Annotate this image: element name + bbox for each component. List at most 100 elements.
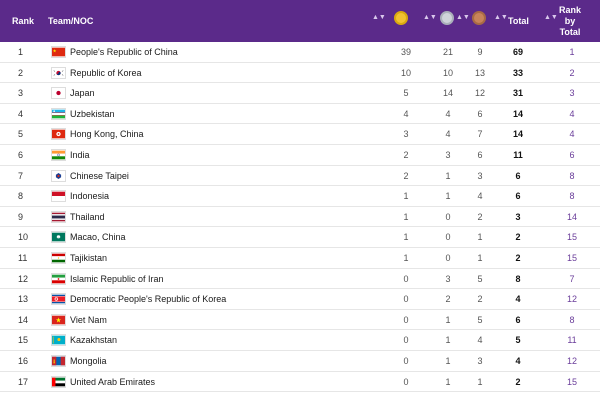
id-flag-icon	[51, 190, 66, 203]
rank-by-total-cell: 1	[569, 47, 575, 57]
table-row[interactable]: 3 Japan 5 14 12 31 3	[0, 83, 600, 104]
table-row[interactable]: 4 Uzbekistan 4 4 6 14 4	[0, 104, 600, 125]
team-name-link[interactable]: Japan	[70, 88, 95, 99]
mn-flag-icon	[51, 354, 66, 367]
team-name-link[interactable]: Kazakhstan	[70, 335, 118, 346]
gold-count: 5	[403, 88, 409, 99]
table-row[interactable]: 17 United Arab Emirates 0 1 1 2 15	[0, 372, 600, 393]
table-row[interactable]: 11 Tajikistan 1 0 1 2 15	[0, 248, 600, 269]
team-name-link[interactable]: Uzbekistan	[70, 108, 115, 119]
gold-count: 3	[403, 129, 409, 140]
silver-count: 10	[442, 67, 453, 78]
total-count: 3	[515, 211, 521, 222]
silver-medal-icon[interactable]	[440, 11, 454, 25]
silver-count: 1	[445, 314, 451, 325]
table-row[interactable]: 10 Macao, China 1 0 1 2 15	[0, 227, 600, 248]
sort-total-icon[interactable]: ▲▼	[494, 14, 508, 21]
kp-flag-icon	[51, 293, 66, 306]
tj-flag-icon	[51, 251, 66, 264]
rank-by-total-cell: 11	[567, 335, 577, 346]
rank-by-total-column-header[interactable]: Rank by Total	[552, 0, 588, 42]
team-name-link[interactable]: Democratic People's Republic of Korea	[70, 294, 227, 305]
bronze-count: 3	[477, 355, 483, 366]
bronze-count: 5	[477, 273, 483, 284]
total-count: 33	[512, 67, 523, 78]
silver-count: 4	[445, 129, 451, 140]
table-row[interactable]: 6 India 2 3 6 11 6	[0, 145, 600, 166]
bronze-count: 3	[477, 170, 483, 181]
rank-cell: 17	[18, 376, 29, 387]
total-count: 11	[513, 149, 523, 160]
table-row[interactable]: 12 Islamic Republic of Iran 0 3 5 8 7	[0, 269, 600, 290]
team-name-link[interactable]: Republic of Korea	[70, 67, 142, 78]
rank-cell: 1	[18, 47, 24, 57]
team-name-link[interactable]: Indonesia	[70, 191, 110, 202]
rank-by-total-cell: 8	[569, 191, 575, 202]
sort-rank-by-total-icon[interactable]: ▲▼	[544, 14, 558, 21]
total-count: 6	[515, 191, 521, 202]
tpe-flag-icon	[51, 169, 66, 182]
total-count: 2	[515, 232, 521, 243]
rank-column-header[interactable]: Rank	[12, 16, 35, 26]
silver-count: 1	[445, 170, 451, 181]
rank-cell: 12	[18, 273, 29, 284]
th-flag-icon	[51, 210, 66, 223]
table-row[interactable]: 8 Indonesia 1 1 4 6 8	[0, 186, 600, 207]
gold-medal-icon[interactable]	[394, 11, 408, 25]
jp-flag-icon	[51, 87, 66, 100]
team-name-link[interactable]: Chinese Taipei	[70, 170, 129, 181]
table-row[interactable]: 16 Mongolia 0 1 3 4 12	[0, 351, 600, 372]
team-name-link[interactable]: Hong Kong, China	[70, 129, 144, 140]
bronze-count: 6	[477, 108, 483, 119]
table-row[interactable]: 1 People's Republic of China 39 21 9 69 1	[0, 42, 600, 63]
team-name-link[interactable]: Tajikistan	[70, 252, 108, 263]
gold-count: 39	[400, 47, 411, 57]
team-name-link[interactable]: Viet Nam	[70, 314, 107, 325]
table-row[interactable]: 2 Republic of Korea 10 10 13 33 2	[0, 63, 600, 84]
silver-count: 2	[445, 294, 451, 305]
bronze-medal-icon[interactable]	[472, 11, 486, 25]
sort-bronze-icon[interactable]: ▲▼	[456, 14, 470, 21]
team-name-link[interactable]: Islamic Republic of Iran	[70, 273, 164, 284]
rank-cell: 9	[18, 211, 24, 222]
silver-count: 3	[445, 273, 451, 284]
gold-count: 10	[400, 67, 411, 78]
total-count: 5	[515, 335, 521, 346]
rank-by-total-cell: 15	[566, 376, 577, 387]
table-row[interactable]: 7 Chinese Taipei 2 1 3 6 8	[0, 166, 600, 187]
in-flag-icon	[51, 148, 66, 161]
team-column-header[interactable]: Team/NOC	[48, 16, 94, 26]
team-name-link[interactable]: India	[70, 149, 90, 160]
team-name-link[interactable]: United Arab Emirates	[70, 376, 156, 387]
sort-gold-icon[interactable]: ▲▼	[372, 14, 386, 21]
team-name-link[interactable]: Thailand	[70, 211, 105, 222]
rank-by-total-cell: 8	[569, 314, 575, 325]
gold-count: 2	[403, 149, 409, 160]
ir-flag-icon	[51, 272, 66, 285]
team-name-link[interactable]: Mongolia	[70, 355, 107, 366]
rank-cell: 11	[18, 252, 28, 263]
rank-cell: 16	[18, 355, 29, 366]
team-name-link[interactable]: Macao, China	[70, 232, 126, 243]
table-row[interactable]: 9 Thailand 1 0 2 3 14	[0, 207, 600, 228]
table-row[interactable]: 13 Democratic People's Republic of Korea 0…	[0, 289, 600, 310]
mo-flag-icon	[51, 231, 66, 244]
bronze-count: 1	[477, 376, 483, 387]
table-row[interactable]: 14 Viet Nam 0 1 5 6 8	[0, 310, 600, 331]
silver-count: 0	[445, 252, 451, 263]
total-column-header[interactable]: Total	[508, 16, 529, 26]
sort-silver-icon[interactable]: ▲▼	[423, 14, 437, 21]
gold-count: 1	[403, 252, 409, 263]
total-count: 31	[512, 88, 523, 99]
silver-count: 1	[445, 355, 451, 366]
rank-by-total-cell: 14	[566, 211, 577, 222]
bronze-count: 1	[477, 252, 483, 263]
table-row[interactable]: 5 Hong Kong, China 3 4 7 14 4	[0, 124, 600, 145]
table-row[interactable]: 15 Kazakhstan 0 1 4 5 11	[0, 330, 600, 351]
total-count: 14	[512, 129, 523, 140]
team-name-link[interactable]: People's Republic of China	[70, 47, 178, 57]
gold-count: 0	[403, 314, 409, 325]
rank-by-total-cell: 4	[569, 129, 575, 140]
gold-count: 1	[403, 232, 409, 243]
rank-by-total-cell: 12	[566, 294, 577, 305]
